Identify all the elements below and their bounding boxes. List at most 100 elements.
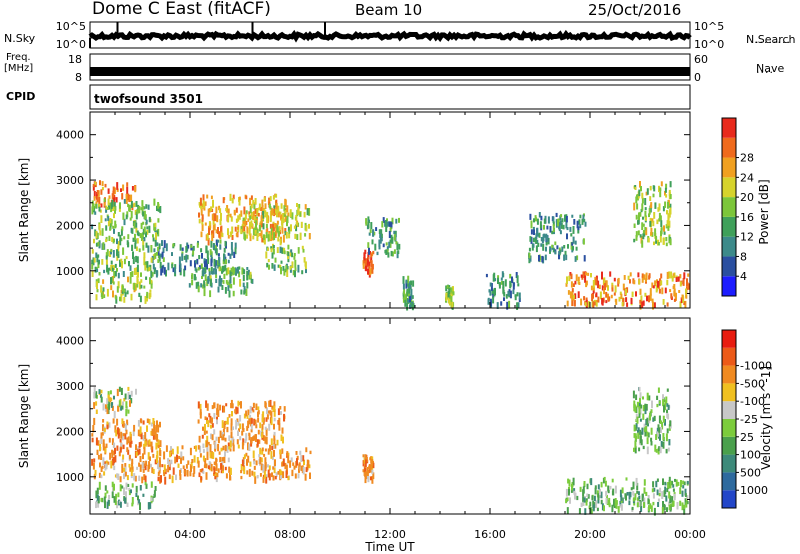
- echo-point: [646, 417, 649, 426]
- echo-point: [571, 242, 574, 246]
- echo-point: [565, 254, 568, 261]
- echo-point: [307, 460, 310, 467]
- echo-point: [563, 254, 566, 261]
- echo-point: [121, 285, 124, 292]
- echo-point: [110, 402, 113, 408]
- echo-point: [129, 276, 132, 284]
- echo-point: [223, 405, 225, 413]
- echo-point: [142, 239, 145, 246]
- echo-point: [402, 297, 405, 303]
- echo-point: [115, 296, 118, 304]
- echo-point: [225, 403, 228, 407]
- echo-point: [577, 226, 580, 231]
- echo-point: [684, 300, 687, 308]
- echo-point: [125, 408, 128, 417]
- echo-point: [127, 392, 130, 400]
- echo-point: [243, 225, 246, 231]
- echo-point: [651, 282, 654, 288]
- echo-point: [659, 434, 661, 441]
- echo-point: [578, 508, 581, 515]
- echo-point: [122, 401, 124, 406]
- echo-point: [567, 478, 570, 484]
- echo-point: [171, 252, 173, 256]
- echo-point: [270, 207, 273, 216]
- echo-point: [635, 291, 637, 297]
- echo-point: [649, 196, 652, 201]
- echo-point: [202, 194, 205, 201]
- echo-point: [614, 498, 617, 506]
- echo-point: [301, 245, 304, 250]
- echo-point: [631, 291, 634, 297]
- echo-point: [260, 457, 263, 463]
- echo-point: [107, 219, 110, 227]
- echo-point: [95, 501, 97, 509]
- echo-point: [389, 240, 392, 248]
- echo-point: [269, 223, 272, 229]
- echo-point: [264, 463, 267, 472]
- echo-point: [172, 243, 175, 247]
- echo-point: [658, 288, 661, 294]
- echo-point: [685, 288, 687, 294]
- echo-point: [217, 286, 220, 293]
- echo-point: [261, 417, 264, 423]
- freq-label-line1: Freq.: [6, 52, 31, 63]
- echo-point: [371, 266, 374, 274]
- echo-point: [186, 469, 189, 477]
- echo-point: [249, 414, 252, 418]
- echo-point: [218, 231, 221, 238]
- echo-point: [634, 405, 637, 413]
- echo-point: [199, 411, 202, 419]
- echo-point: [247, 420, 250, 429]
- echo-point: [287, 212, 290, 217]
- echo-point: [218, 278, 221, 287]
- echo-point: [685, 497, 688, 503]
- echo-point: [270, 438, 273, 446]
- echo-point: [153, 269, 156, 275]
- echo-point: [140, 441, 143, 447]
- echo-point: [684, 488, 687, 496]
- echo-point: [566, 497, 569, 502]
- echo-point: [123, 236, 126, 240]
- echo-point: [133, 222, 136, 229]
- echo-point: [94, 181, 97, 186]
- echo-point: [255, 460, 258, 466]
- echo-point: [660, 227, 663, 231]
- echo-point: [259, 473, 262, 477]
- echo-point: [220, 278, 223, 283]
- echo-point: [106, 266, 109, 273]
- echo-point: [547, 216, 550, 224]
- echo-point: [225, 420, 228, 425]
- echo-point: [95, 391, 98, 399]
- date-label: 25/Oct/2016: [588, 1, 682, 19]
- echo-point: [648, 295, 650, 303]
- echo-point: [226, 417, 229, 425]
- echo-point: [118, 499, 120, 506]
- echo-point: [297, 207, 300, 215]
- echo-point: [142, 420, 145, 425]
- echo-point: [528, 253, 531, 259]
- echo-point: [639, 234, 642, 238]
- echo-point: [585, 498, 588, 502]
- echo-point: [236, 418, 239, 422]
- echo-point: [131, 502, 134, 507]
- echo-point: [657, 498, 660, 502]
- echo-point: [672, 484, 675, 488]
- echo-point: [664, 201, 667, 208]
- echo-point: [154, 486, 157, 491]
- echo-point: [149, 277, 151, 285]
- echo-point: [120, 188, 122, 192]
- echo-point: [402, 276, 405, 284]
- echo-point: [619, 291, 622, 295]
- echo-point: [289, 460, 292, 468]
- echo-point: [157, 462, 160, 469]
- echo-point: [119, 259, 121, 267]
- echo-point: [574, 293, 577, 299]
- echo-point: [660, 273, 663, 279]
- echo-point: [661, 287, 664, 295]
- echo-point: [232, 290, 235, 297]
- echo-point: [300, 465, 303, 472]
- echo-point: [268, 264, 270, 270]
- echo-point: [655, 284, 658, 293]
- echo-point: [667, 201, 669, 209]
